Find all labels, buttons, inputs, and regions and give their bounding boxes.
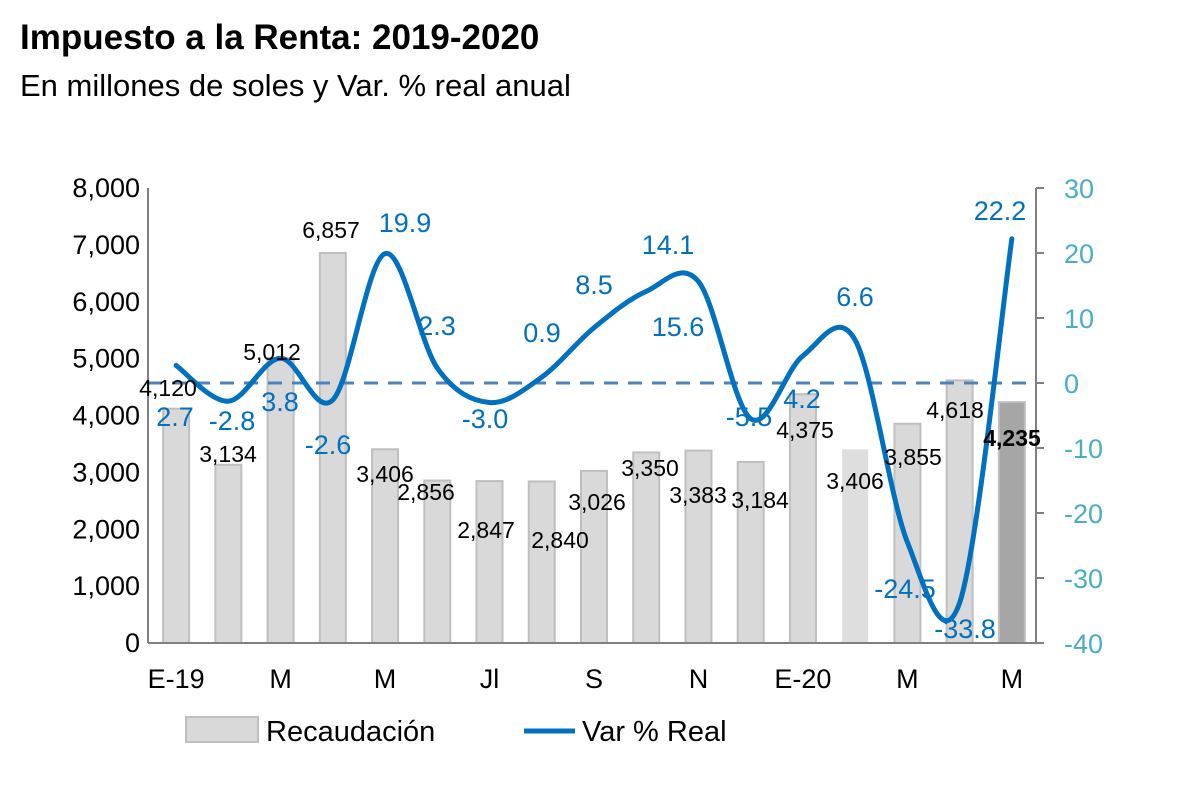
bar-data-label: 4,618 (926, 397, 984, 423)
line-data-label: 0.9 (523, 318, 561, 348)
bar-data-label: 3,350 (621, 455, 679, 481)
bar-data-label: 3,406 (826, 468, 884, 494)
bar-data-label: 3,026 (568, 489, 626, 515)
bar (214, 463, 243, 644)
x-tick-label: E-19 (148, 664, 205, 694)
bar-data-label: 4,235 (983, 425, 1041, 451)
x-tick-label: E-20 (774, 664, 831, 694)
line-data-label: 15.6 (652, 312, 705, 342)
bar-data-label: 6,857 (302, 217, 360, 243)
x-tick-label: Jl (480, 664, 500, 694)
bar-data-label: 2,856 (397, 479, 455, 505)
bar-data-label: 3,855 (884, 444, 942, 470)
x-tick-label: M (374, 664, 397, 694)
y-left-tick-label: 6,000 (72, 287, 140, 317)
line-data-label: 6.6 (836, 282, 874, 312)
y-left-tick-label: 3,000 (72, 457, 140, 487)
y-left-tick-label: 0 (125, 628, 140, 658)
bar-data-label: 3,406 (356, 461, 414, 487)
line-data-label: 22.2 (974, 196, 1027, 226)
line-data-label: -24.5 (874, 574, 936, 604)
line-data-label: -3.0 (462, 404, 509, 434)
bar-data-label: 3,134 (199, 441, 257, 467)
y-right-tick-label: -20 (1064, 499, 1103, 529)
bar (684, 449, 713, 645)
bar-data-label: 2,847 (457, 517, 515, 543)
bar-data-label: 4,120 (139, 375, 197, 401)
line-data-label: 19.9 (379, 208, 432, 238)
bar-data-label: 3,383 (669, 482, 727, 508)
line-data-label: -33.8 (934, 614, 996, 644)
bar (527, 480, 556, 644)
chart-subtitle: En millones de soles y Var. % real anual (20, 68, 571, 103)
x-tick-label: S (585, 664, 603, 694)
line-data-label: -5.5 (726, 402, 773, 432)
bar (318, 252, 347, 644)
bar (632, 451, 661, 644)
y-right-tick-label: 10 (1064, 304, 1094, 334)
y-left-tick-label: 1,000 (72, 571, 140, 601)
x-tick-label: M (896, 664, 919, 694)
y-left-tick-label: 5,000 (72, 344, 140, 374)
bar (371, 448, 400, 644)
y-left-tick-label: 7,000 (72, 230, 140, 260)
x-tick-label: M (269, 664, 292, 694)
y-right-tick-label: -30 (1064, 564, 1103, 594)
y-left-tick-label: 8,000 (72, 173, 140, 203)
bar (162, 407, 191, 644)
bar (842, 449, 869, 643)
y-right-tick-label: -10 (1064, 434, 1103, 464)
y-right-tick-label: -40 (1064, 629, 1103, 659)
y-right-tick-label: 20 (1064, 239, 1094, 269)
line-data-label: 2.3 (418, 311, 456, 341)
y-left-tick-label: 4,000 (72, 401, 140, 431)
bar (736, 460, 765, 644)
line-data-label: 8.5 (575, 270, 613, 300)
y-right-tick-label: 30 (1064, 174, 1094, 204)
bar-data-label: 2,840 (531, 527, 589, 553)
chart-title: Impuesto a la Renta: 2019-2020 (20, 18, 540, 57)
bar-data-label: 5,012 (243, 339, 301, 365)
y-left-tick-label: 2,000 (72, 514, 140, 544)
bar (475, 480, 504, 644)
x-tick-label: M (1001, 664, 1024, 694)
y-right-tick-label: 0 (1064, 369, 1079, 399)
line-data-label: 3.8 (261, 387, 299, 417)
bar (893, 422, 922, 645)
bar-data-label: 3,184 (731, 487, 789, 513)
line-data-label: 4.2 (783, 384, 821, 414)
legend-label-var-real: Var % Real (582, 716, 727, 748)
line-data-label: 2.7 (156, 402, 194, 432)
legend-label-recaudacion: Recaudación (266, 716, 435, 748)
legend-bar-swatch (185, 716, 259, 743)
var-real-line (173, 236, 1015, 623)
line-data-label: 14.1 (642, 230, 695, 260)
line-data-label: -2.6 (305, 430, 352, 460)
bar-data-label: 4,375 (776, 417, 834, 443)
bar (580, 469, 608, 644)
x-tick-label: N (689, 664, 709, 694)
bar (788, 393, 817, 644)
line-data-label: -2.8 (209, 406, 256, 436)
